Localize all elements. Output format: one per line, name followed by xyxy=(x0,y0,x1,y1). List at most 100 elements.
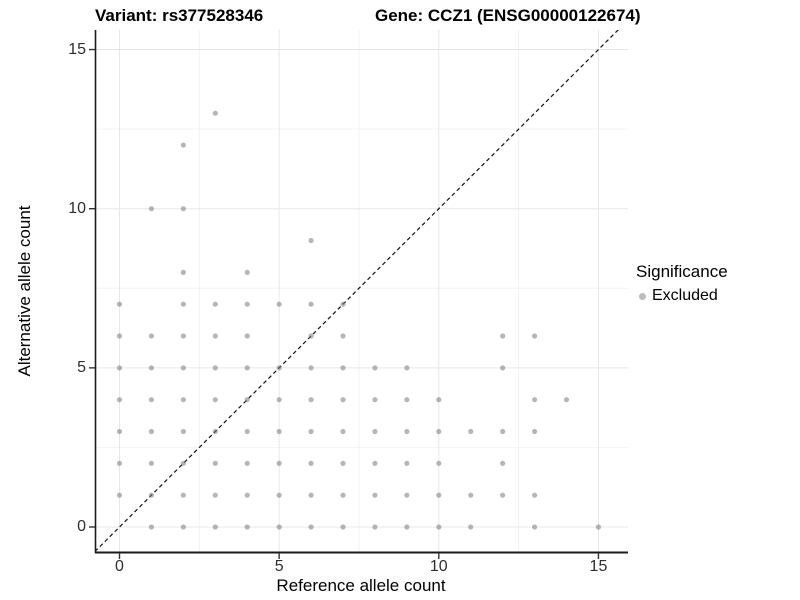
data-point xyxy=(276,524,282,530)
data-point xyxy=(148,524,155,530)
data-point xyxy=(563,397,570,403)
series-excluded xyxy=(116,110,602,530)
data-point xyxy=(244,428,250,435)
data-point xyxy=(308,524,314,530)
data-point xyxy=(212,428,218,435)
data-point xyxy=(500,333,506,339)
data-point xyxy=(500,492,506,498)
data-point xyxy=(340,301,346,307)
data-point xyxy=(404,365,410,371)
data-point xyxy=(404,524,410,530)
data-point xyxy=(468,492,474,498)
data-point xyxy=(180,269,186,275)
data-point xyxy=(212,460,218,466)
data-point xyxy=(531,524,538,530)
y-axis-title: Alternative allele count xyxy=(15,205,34,377)
legend-item: Excluded xyxy=(639,287,728,305)
x-tick-label: 0 xyxy=(115,558,124,575)
axis-lines xyxy=(94,30,628,554)
data-point xyxy=(340,397,346,403)
data-point xyxy=(244,301,250,307)
data-point xyxy=(436,524,442,530)
data-point xyxy=(436,397,442,403)
data-point xyxy=(531,397,538,403)
data-point xyxy=(212,492,218,498)
data-point xyxy=(148,460,155,466)
data-point xyxy=(180,365,186,371)
data-point xyxy=(308,237,314,244)
data-point xyxy=(180,333,186,339)
data-point xyxy=(116,365,123,371)
y-tick-label: 5 xyxy=(77,358,86,376)
data-point xyxy=(308,333,314,339)
legend-point-icon xyxy=(639,292,646,300)
data-point xyxy=(116,460,123,466)
data-point xyxy=(436,428,442,435)
x-axis-title: Reference allele count xyxy=(276,576,446,595)
data-point xyxy=(180,301,186,307)
y-tick-label: 0 xyxy=(77,518,86,535)
data-point xyxy=(308,301,314,307)
data-point xyxy=(244,460,250,466)
gene-title: Gene: CCZ1 (ENSG00000122674) xyxy=(375,6,641,25)
data-point xyxy=(180,492,186,498)
data-point xyxy=(531,333,538,339)
data-point xyxy=(340,428,346,435)
data-point xyxy=(404,397,410,403)
data-point xyxy=(212,524,218,530)
variant-title: Variant: rs377528346 xyxy=(95,6,264,25)
data-point xyxy=(276,397,282,403)
data-point xyxy=(276,460,282,466)
data-point xyxy=(404,428,410,435)
data-point xyxy=(180,524,186,530)
data-point xyxy=(180,142,186,148)
data-point xyxy=(308,492,314,498)
data-point xyxy=(340,492,346,498)
data-point xyxy=(148,333,155,339)
data-point xyxy=(180,397,186,403)
data-point xyxy=(180,460,186,466)
data-point xyxy=(308,428,314,435)
legend-item-label: Excluded xyxy=(652,287,718,304)
data-point xyxy=(308,365,314,371)
data-point xyxy=(276,365,282,371)
data-point xyxy=(180,428,186,435)
data-point xyxy=(308,397,314,403)
data-point xyxy=(116,428,123,435)
data-point xyxy=(308,460,314,466)
data-point xyxy=(340,460,346,466)
data-point xyxy=(180,206,186,212)
data-point xyxy=(116,333,123,339)
data-point xyxy=(372,460,378,466)
data-point xyxy=(148,428,155,435)
x-tick-label: 15 xyxy=(589,558,608,575)
data-point xyxy=(212,397,218,403)
data-point xyxy=(500,460,506,466)
data-point xyxy=(372,397,378,403)
data-point xyxy=(212,110,218,116)
data-point xyxy=(372,492,378,498)
data-point xyxy=(212,365,218,371)
data-point xyxy=(244,524,250,530)
data-point xyxy=(276,428,282,435)
data-point xyxy=(340,524,346,530)
data-point xyxy=(148,206,155,212)
data-point xyxy=(244,492,250,498)
y-tick-label: 10 xyxy=(68,199,86,217)
data-point xyxy=(116,397,123,403)
data-point xyxy=(404,460,410,466)
data-point xyxy=(404,492,410,498)
legend: Significance Excluded xyxy=(636,262,728,305)
minor-gridlines xyxy=(95,30,628,553)
major-gridlines xyxy=(95,30,628,553)
data-point xyxy=(148,397,155,403)
data-point xyxy=(148,492,155,498)
data-point xyxy=(276,492,282,498)
data-point xyxy=(595,524,602,530)
x-tick-label: 5 xyxy=(274,558,284,575)
x-tick-label: 10 xyxy=(429,558,448,575)
data-point xyxy=(372,428,378,435)
data-point xyxy=(212,333,218,339)
data-point xyxy=(244,397,250,403)
